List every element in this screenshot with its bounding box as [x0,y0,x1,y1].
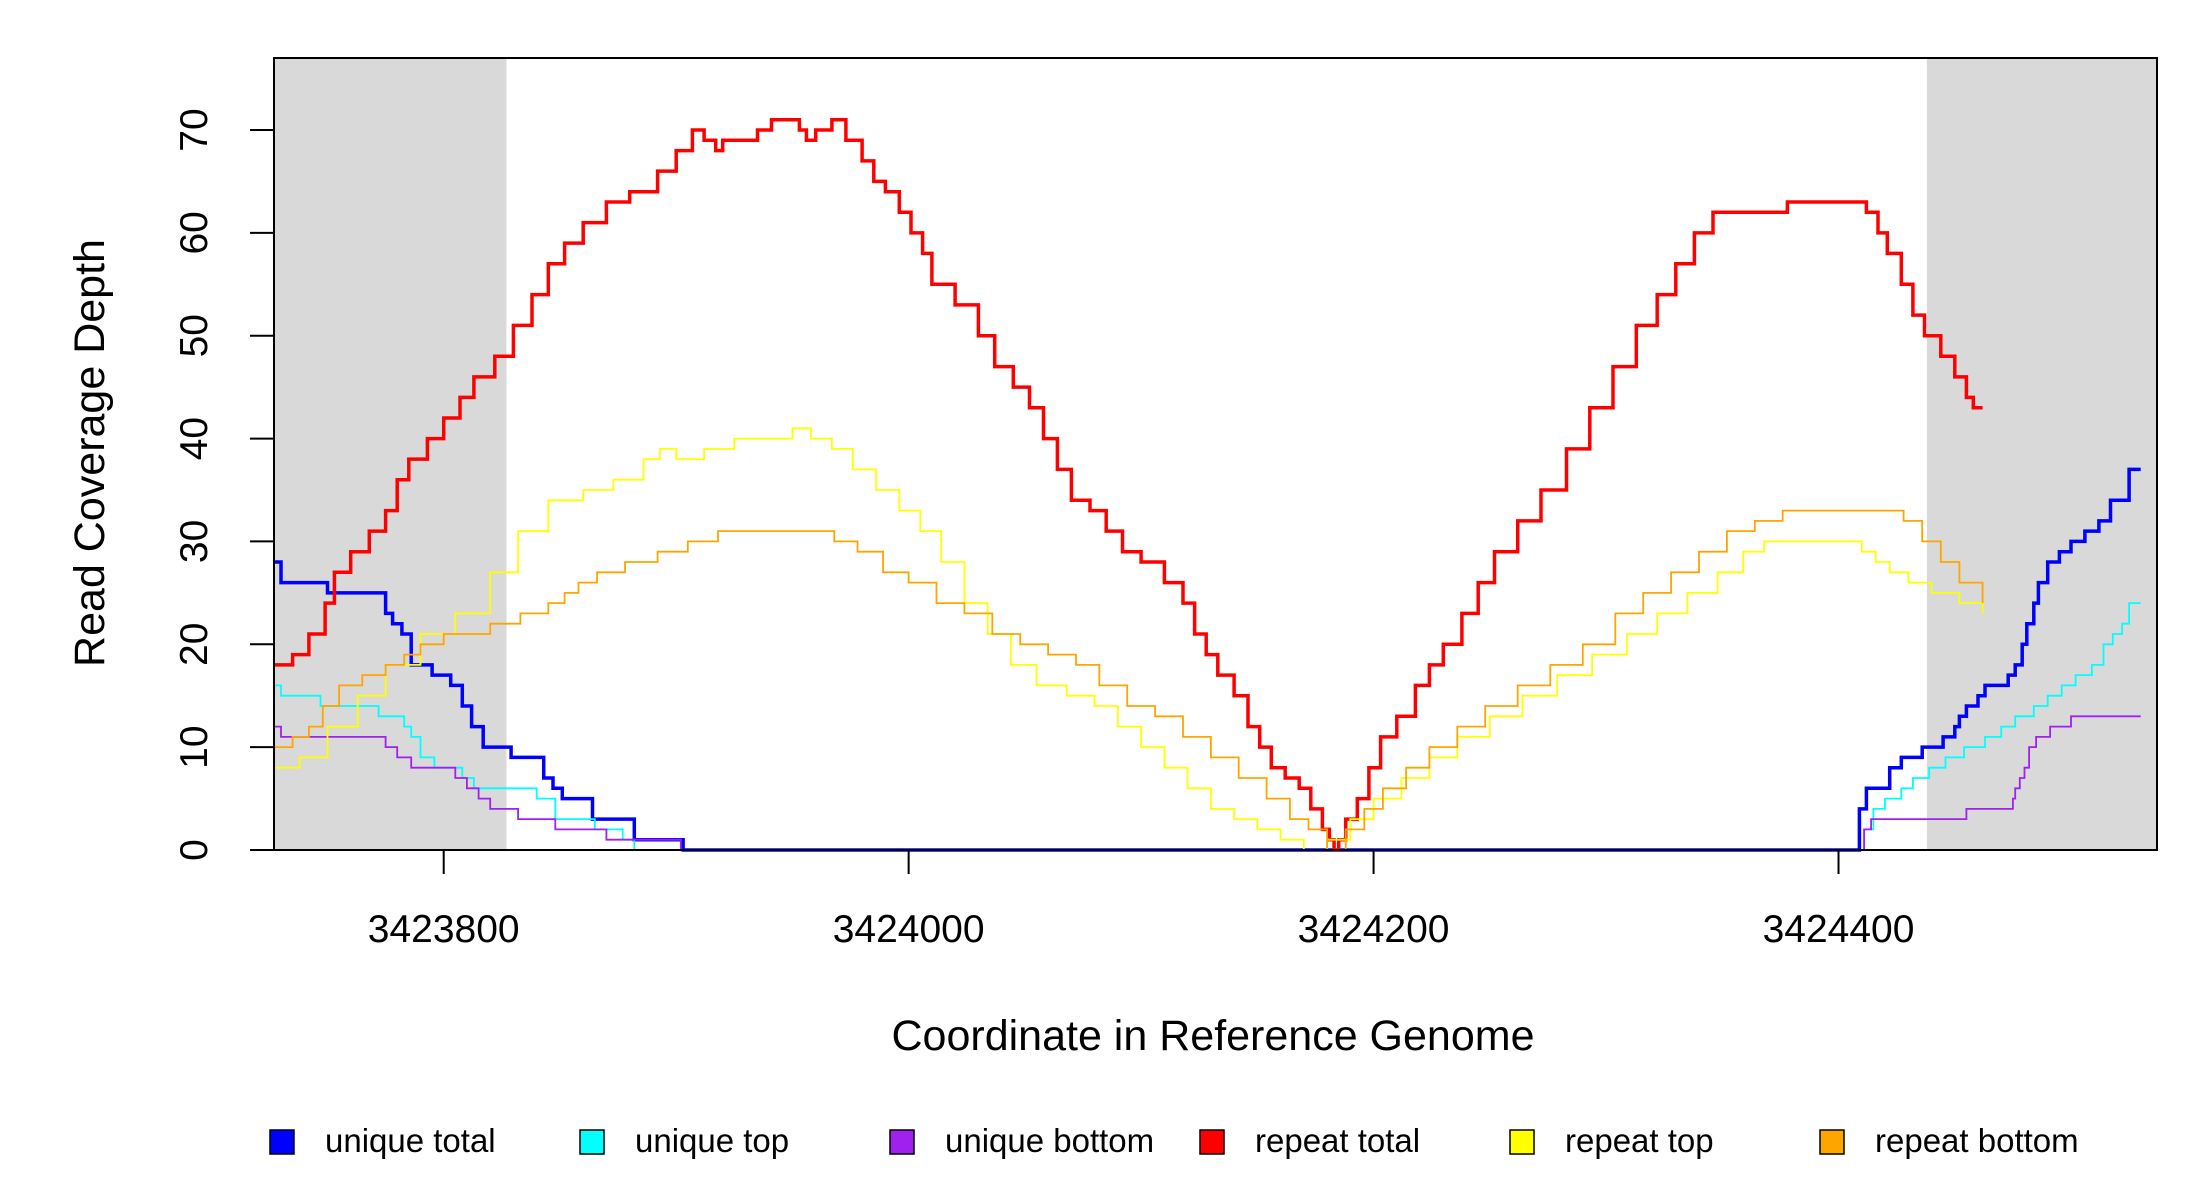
series-unique-total [274,467,2141,852]
y-axis-title: Read Coverage Depth [66,239,114,667]
legend-item-unique-total: unique total [269,1122,496,1159]
legend-swatch [1819,1129,1845,1155]
plot-series [274,117,2141,852]
series-repeat-bottom [274,509,1984,851]
x-tick-label: 3423800 [368,908,520,951]
legend-label: unique bottom [945,1122,1154,1159]
legend-swatch [579,1129,605,1155]
y-axis: 0 10 20 30 40 50 60 70 [173,108,274,861]
x-axis-title: Coordinate in Reference Genome [892,1012,1535,1060]
legend-label: unique total [325,1122,496,1159]
shaded-regions [274,58,2157,850]
shaded-region-2 [1926,58,2157,850]
legend-item-repeat-top: repeat top [1509,1122,1714,1159]
legend: unique total unique top unique bottom repea… [269,1122,2079,1159]
x-tick-label: 3424000 [833,908,985,951]
x-axis: 3423800 3424000 3424200 3424400 [368,850,1915,951]
y-tick-label: 70 [173,108,216,151]
plot-frame [273,57,2158,851]
legend-item-repeat-total: repeat total [1199,1122,1420,1159]
legend-item-unique-bottom: unique bottom [889,1122,1154,1159]
y-tick-label: 60 [173,211,216,254]
series-repeat-total [274,117,1983,852]
y-tick-label: 30 [173,520,216,563]
x-tick-label: 3424200 [1298,908,1450,951]
legend-swatch [1199,1129,1225,1155]
y-tick-label: 20 [173,623,216,666]
series-unique-bottom [274,715,2141,851]
y-tick-label: 10 [173,725,216,768]
legend-label: repeat bottom [1875,1122,2079,1159]
legend-label: repeat top [1565,1122,1714,1159]
legend-label: unique top [635,1122,789,1159]
y-tick-label: 50 [173,314,216,357]
shaded-region-1 [274,58,507,850]
legend-swatch [1509,1129,1535,1155]
y-tick-label: 0 [173,839,216,861]
x-tick-label: 3424400 [1763,908,1915,951]
legend-item-repeat-bottom: repeat bottom [1819,1122,2079,1159]
legend-swatch [269,1129,295,1155]
legend-swatch [889,1129,915,1155]
legend-label: repeat total [1255,1122,1420,1159]
legend-item-unique-top: unique top [579,1122,789,1159]
series-repeat-top [274,427,1984,851]
y-tick-label: 40 [173,417,216,460]
